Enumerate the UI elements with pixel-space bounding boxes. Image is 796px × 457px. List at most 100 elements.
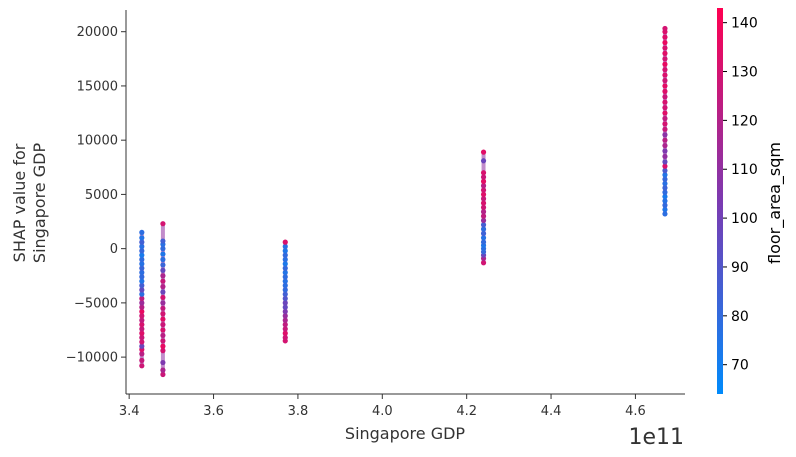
data-point	[139, 304, 145, 310]
data-point	[282, 334, 288, 341]
data-point	[662, 61, 668, 67]
data-point	[662, 83, 668, 89]
data-point	[480, 191, 487, 198]
data-point	[662, 167, 668, 174]
data-point	[662, 185, 668, 191]
data-point	[480, 226, 487, 232]
data-point	[480, 209, 487, 215]
data-point	[662, 137, 668, 143]
data-point	[160, 305, 166, 311]
x-offset-label: 1e11	[628, 425, 684, 450]
data-point	[282, 274, 288, 280]
data-point	[282, 278, 288, 284]
data-point	[160, 327, 166, 333]
data-point	[139, 248, 145, 254]
data-point	[480, 222, 487, 228]
data-point	[662, 72, 668, 78]
data-point	[480, 204, 487, 211]
data-point	[480, 178, 487, 184]
data-point	[662, 202, 668, 208]
data-point	[139, 313, 145, 319]
colorbar-tick-label: 140	[731, 16, 758, 32]
data-point	[662, 115, 668, 122]
data-point	[662, 206, 668, 213]
x-axis-title: Singapore GDP	[345, 424, 466, 443]
data-point	[662, 25, 668, 32]
data-point	[160, 300, 166, 306]
data-point	[662, 132, 668, 138]
data-point	[139, 243, 145, 250]
data-point	[282, 239, 288, 245]
data-point	[662, 180, 668, 187]
x-tick-label: 3.6	[203, 404, 224, 419]
data-point	[282, 269, 288, 276]
data-point	[160, 246, 166, 252]
data-point	[282, 304, 288, 310]
y-axis: −10000 −5000 0 5000 10000 15000 20000	[66, 10, 127, 394]
colorbar-tick-label: 120	[731, 113, 758, 129]
data-point	[480, 213, 487, 219]
data-point	[480, 235, 487, 241]
data-point	[160, 311, 166, 317]
data-point	[160, 332, 166, 339]
data-point	[282, 330, 288, 336]
data-point	[282, 287, 288, 293]
data-point	[160, 294, 166, 301]
y-tick-label: 0	[110, 242, 118, 257]
data-point	[139, 343, 145, 349]
data-point	[160, 273, 166, 279]
data-point	[282, 265, 288, 271]
data-point	[139, 278, 145, 284]
data-point	[662, 105, 668, 111]
data-point	[160, 278, 166, 284]
data-point	[139, 265, 145, 271]
data-point	[480, 196, 487, 202]
data-point	[662, 193, 668, 200]
y-tick-label: −10000	[66, 351, 118, 366]
y-tick-label: 20000	[77, 25, 118, 40]
data-point	[662, 172, 668, 178]
data-point	[282, 317, 288, 323]
data-point	[662, 94, 668, 100]
data-point	[662, 176, 668, 182]
data-point	[282, 291, 288, 297]
data-point	[139, 357, 145, 363]
colorbar-tick-label: 100	[731, 211, 758, 227]
data-point	[139, 282, 145, 289]
y-tick-label: 10000	[77, 134, 118, 149]
data-point	[160, 338, 166, 344]
x-tick-label: 4.0	[372, 404, 393, 419]
data-point	[662, 99, 668, 105]
y-tick-label: −5000	[74, 296, 118, 311]
data-point	[160, 221, 166, 227]
data-point	[139, 339, 145, 345]
data-point	[480, 230, 487, 237]
data-point	[662, 39, 668, 46]
data-point	[282, 252, 288, 258]
y-tick-label: 5000	[85, 188, 118, 203]
data-point	[662, 50, 668, 56]
colorbar-tick-label: 110	[731, 162, 758, 178]
data-point	[662, 189, 668, 195]
x-tick-label: 3.8	[288, 404, 309, 419]
colorbar-tick-label: 80	[731, 309, 749, 325]
data-point	[662, 34, 668, 40]
data-point	[160, 343, 166, 349]
colorbar-gradient	[717, 8, 723, 394]
data-point	[662, 56, 668, 62]
colorbar-tick-label: 130	[731, 65, 758, 81]
data-point	[139, 308, 145, 315]
data-point	[139, 239, 145, 245]
y-tick-label: 15000	[77, 79, 118, 94]
colorbar-tick-label: 70	[731, 358, 749, 374]
data-point	[480, 174, 487, 180]
data-point	[160, 289, 166, 295]
data-point	[139, 300, 145, 306]
data-point	[139, 261, 145, 267]
data-point	[139, 321, 145, 328]
data-point	[160, 251, 166, 257]
data-point	[662, 88, 668, 94]
data-point	[662, 77, 668, 84]
data-point	[480, 217, 487, 224]
